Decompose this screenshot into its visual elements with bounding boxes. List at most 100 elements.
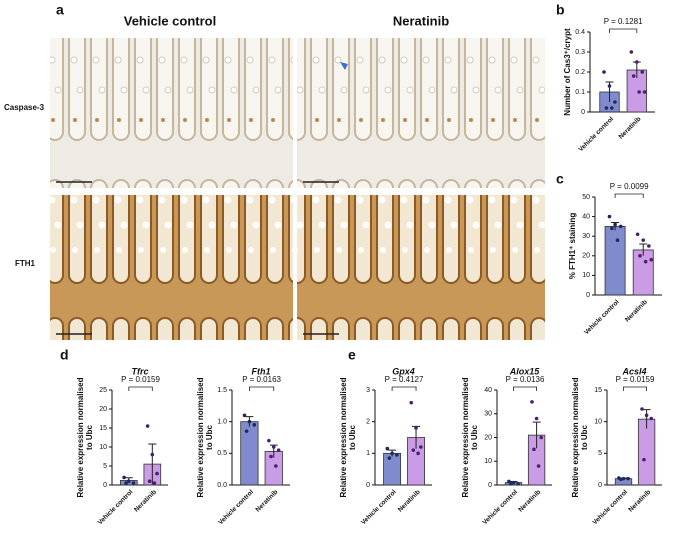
row-label: Caspase-3	[4, 103, 45, 112]
y-tick-label: 0.2	[575, 69, 585, 76]
data-point	[626, 476, 630, 481]
bar	[637, 418, 656, 486]
data-point	[507, 479, 511, 484]
annotation: P = 0.0163	[242, 375, 281, 384]
data-point	[613, 222, 617, 227]
data-point	[387, 456, 392, 460]
y-tick-label: 1.5	[217, 387, 227, 394]
bar	[632, 249, 654, 296]
scale-bars	[56, 181, 339, 335]
data-point	[271, 445, 276, 449]
significance-bracket	[609, 28, 638, 33]
column-header: Neratinib	[393, 13, 449, 28]
data-point	[604, 106, 609, 110]
data-point	[516, 482, 520, 486]
y-tick-label: 50	[582, 194, 590, 201]
data-point	[640, 70, 645, 74]
annotation: P = 0.4127	[385, 375, 424, 384]
y-tick-label: 0.5	[217, 450, 227, 457]
data-point	[385, 446, 390, 451]
data-point	[629, 50, 634, 54]
arrowhead	[340, 62, 348, 70]
x-tick-label: Vehicle control	[360, 489, 398, 527]
y-axis-label: to Ubc	[205, 425, 214, 450]
y-tick-label: 30	[484, 411, 492, 418]
y-tick-label: 0	[366, 482, 370, 489]
y-tick-label: 10	[594, 419, 602, 426]
micrograph	[50, 195, 293, 340]
data-point	[276, 448, 281, 452]
x-tick-label: Vehicle control	[591, 489, 629, 527]
data-point	[274, 464, 278, 468]
significance-bracket	[623, 386, 647, 391]
panel-label: c	[556, 171, 564, 187]
row-label: FTH1	[15, 259, 36, 268]
data-point	[637, 90, 641, 94]
y-tick-label: 1	[366, 450, 370, 457]
data-point	[147, 479, 152, 484]
y-tick-label: 0	[586, 292, 590, 299]
data-point	[641, 238, 646, 242]
data-point	[419, 445, 423, 449]
x-tick-label: Neratinib	[627, 489, 652, 514]
bar	[383, 452, 402, 486]
error-bar	[642, 409, 651, 429]
data-point	[131, 481, 136, 485]
data-point	[647, 244, 651, 248]
y-tick-label: 15	[99, 425, 107, 432]
annotation: P = 0.0099	[610, 182, 649, 191]
y-tick-label: 40	[582, 213, 590, 220]
y-tick-label: 0.0	[217, 482, 227, 489]
data-point	[122, 475, 126, 480]
x-tick-label: Vehicle control	[583, 299, 621, 337]
panel-label: d	[60, 347, 69, 363]
data-point	[509, 482, 513, 486]
significance-bracket	[614, 193, 644, 198]
data-point	[649, 416, 654, 421]
data-point	[409, 400, 414, 405]
significance-bracket	[128, 386, 153, 391]
data-point	[247, 419, 252, 424]
y-axis-label: Relative expression normalised	[339, 377, 348, 497]
y-tick-label: 10	[484, 458, 492, 465]
data-point	[610, 106, 614, 110]
bar	[604, 225, 626, 296]
data-point	[539, 435, 544, 440]
y-tick-label: 0	[103, 482, 107, 489]
y-tick-label: 1.0	[217, 419, 227, 426]
data-point	[642, 457, 646, 462]
data-point	[242, 413, 247, 418]
y-axis-label: Relative expression normalised	[196, 377, 205, 497]
y-axis-label: Relative expression normalised	[571, 377, 580, 497]
y-axis-label: Relative expression normalised	[76, 377, 85, 497]
y-tick-label: 3	[366, 387, 370, 394]
micrograph	[50, 38, 293, 188]
annotation: P = 0.0136	[506, 375, 545, 384]
data-point	[534, 416, 539, 421]
panel-label: a	[56, 2, 64, 18]
data-point	[124, 481, 128, 485]
x-tick-label: Vehicle control	[577, 116, 615, 154]
x-tick-label: Vehicle control	[97, 489, 135, 527]
y-tick-label: 10	[582, 272, 590, 279]
y-tick-label: 0.4	[575, 29, 585, 36]
y-tick-label: 15	[594, 387, 602, 394]
annotation: P = 0.0159	[616, 375, 655, 384]
significance-bracket	[513, 386, 537, 391]
y-tick-label: 25	[99, 387, 107, 394]
data-point	[642, 90, 647, 94]
data-point	[602, 70, 606, 74]
data-point	[613, 100, 617, 104]
data-point	[619, 477, 623, 482]
x-tick-label: Neratinib	[624, 299, 649, 324]
data-point	[530, 400, 534, 404]
data-point	[145, 424, 150, 428]
y-tick-label: 0	[598, 482, 602, 489]
data-point	[150, 452, 155, 457]
y-axis-label: to Ubc	[85, 425, 94, 450]
data-point	[610, 226, 614, 231]
data-point	[635, 232, 640, 237]
data-point	[640, 407, 644, 411]
data-point	[127, 479, 131, 484]
chart-title: Fth1	[252, 366, 271, 376]
